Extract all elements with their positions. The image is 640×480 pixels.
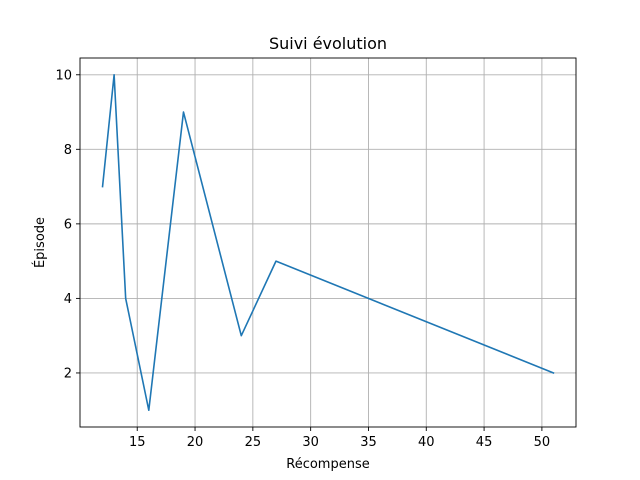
- chart-title: Suivi évolution: [269, 34, 387, 53]
- x-tick-label: 20: [187, 435, 204, 450]
- y-tick-label: 10: [55, 68, 72, 83]
- x-tick-label: 45: [476, 435, 493, 450]
- y-tick-label: 8: [64, 143, 72, 158]
- x-tick-label: 35: [360, 435, 377, 450]
- y-tick-label: 4: [64, 292, 72, 307]
- ticks: 15 20 25 30 35 40 45 50 2 4 6 8 10: [55, 68, 550, 450]
- x-tick-label: 40: [418, 435, 435, 450]
- series-layer: [101, 73, 555, 412]
- y-axis-label: Épisode: [32, 217, 48, 268]
- x-tick-label: 50: [534, 435, 551, 450]
- x-axis-label: Récompense: [286, 457, 369, 472]
- grid: [80, 58, 576, 427]
- x-tick-label: 25: [245, 435, 262, 450]
- y-tick-label: 6: [64, 217, 72, 232]
- y-tick-label: 2: [64, 366, 72, 381]
- x-tick-label: 30: [302, 435, 319, 450]
- x-tick-label: 15: [129, 435, 146, 450]
- series-line: [101, 73, 555, 412]
- plot-frame: [79, 57, 577, 428]
